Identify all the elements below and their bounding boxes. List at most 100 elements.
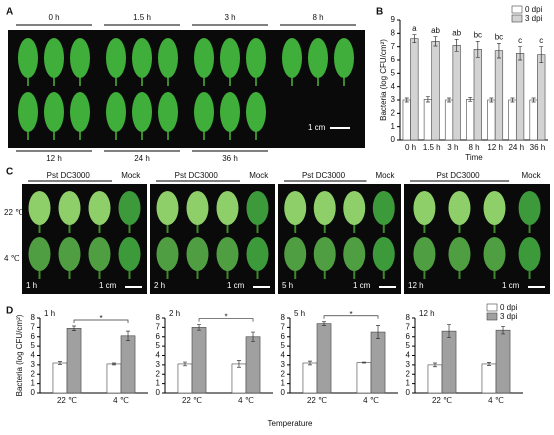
leaf [246,237,269,271]
significance-bracket [323,315,379,319]
leaf [88,191,111,225]
y-tick-label: 9 [391,15,396,24]
legend-swatch [511,14,523,23]
y-tick-label: 1 [281,379,286,388]
leaf [118,237,141,271]
leaf [70,92,90,132]
y-tick-label: 4 [406,351,411,360]
error-bar [412,34,417,44]
bar [466,99,475,141]
bar-label: c [518,36,522,45]
bar [52,362,68,394]
y-tick-label: 7 [391,42,396,51]
bar-label: ab [431,26,440,35]
error-bar [468,96,473,102]
y-tick-label: 8 [406,313,411,322]
bar-label: bc [474,30,482,39]
legend-label: 0 dpi [500,303,518,312]
leaf [58,237,81,271]
time-label: 8 h [312,13,323,22]
bar [410,38,419,141]
y-tick-label: 5 [281,341,286,350]
y-tick-label: 1 [406,379,411,388]
y-tick-label: 5 [391,68,396,77]
error-bar [322,321,327,326]
y-tick-label: 6 [31,332,36,341]
error-bar [126,330,131,341]
leaf [186,237,209,271]
x-tick-label: 22 ℃ [307,396,327,405]
leaf [132,92,152,132]
x-tick-label: 4 ℃ [113,396,129,405]
chart-title: 2 h [169,309,180,318]
bar [427,364,443,394]
significance-bracket [73,319,129,323]
legend-label: 0 dpi [525,5,543,14]
y-tick-label: 4 [391,82,396,91]
leaf [44,92,64,132]
leaf [343,237,366,271]
y-tick-label: 1 [31,379,36,388]
x-tick-label: 24 h [508,143,524,152]
bar [473,49,482,141]
bar [452,45,461,141]
y-tick-label: 4 [281,351,286,360]
time-label: 2 h [154,281,165,290]
scale-label: 1 cm [502,281,520,290]
y-tick-label: 8 [281,313,286,322]
y-tick-label: 0 [391,135,396,144]
time-label: 3 h [224,13,235,22]
legend-swatch [486,303,498,312]
error-bar [531,97,536,103]
error-bar [111,362,116,366]
bar [431,41,440,141]
leaf [483,237,506,271]
leaf [18,38,38,78]
leaf [372,237,395,271]
y-tick-label: 7 [281,322,286,331]
time-label: 12 h [46,154,62,163]
time-label: 24 h [134,154,150,163]
time-label: 5 h [282,281,293,290]
bar [245,336,261,394]
panel-label: C [6,167,13,178]
error-bar [447,324,452,339]
error-bar [510,97,515,103]
scale-label: 1 cm [227,281,245,290]
bar [423,99,433,141]
leaf [44,38,64,78]
y-tick-label: 7 [31,322,36,331]
error-bar [72,325,77,332]
leaf [28,237,51,271]
error-bar [496,42,501,59]
bar [120,335,136,394]
y-tick-label: 4 [156,351,161,360]
bar [302,362,318,394]
scale-label: 1 cm [99,281,117,290]
y-tick-label: 2 [281,369,286,378]
significance-label: * [224,313,227,322]
x-tick-label: 4 ℃ [363,396,379,405]
scale-label: 1 cm [308,123,326,132]
panel-label: D [6,306,13,317]
leaf [216,237,239,271]
error-bar [182,361,187,367]
bar [316,323,332,394]
leaf [372,191,395,225]
leaf [284,237,307,271]
x-tick-label: 1.5 h [423,143,441,152]
bar [231,363,247,394]
x-axis-title: Time [465,153,483,162]
leaf [118,191,141,225]
control-label: Mock [249,171,269,180]
error-bar [376,325,381,339]
x-tick-label: 36 h [530,143,546,152]
leaf [518,191,541,225]
bar [370,331,386,394]
control-label: Mock [521,171,541,180]
bar-label: a [412,24,417,33]
error-bar [57,361,62,365]
y-tick-label: 3 [391,95,396,104]
y-tick-label: 8 [391,28,396,37]
